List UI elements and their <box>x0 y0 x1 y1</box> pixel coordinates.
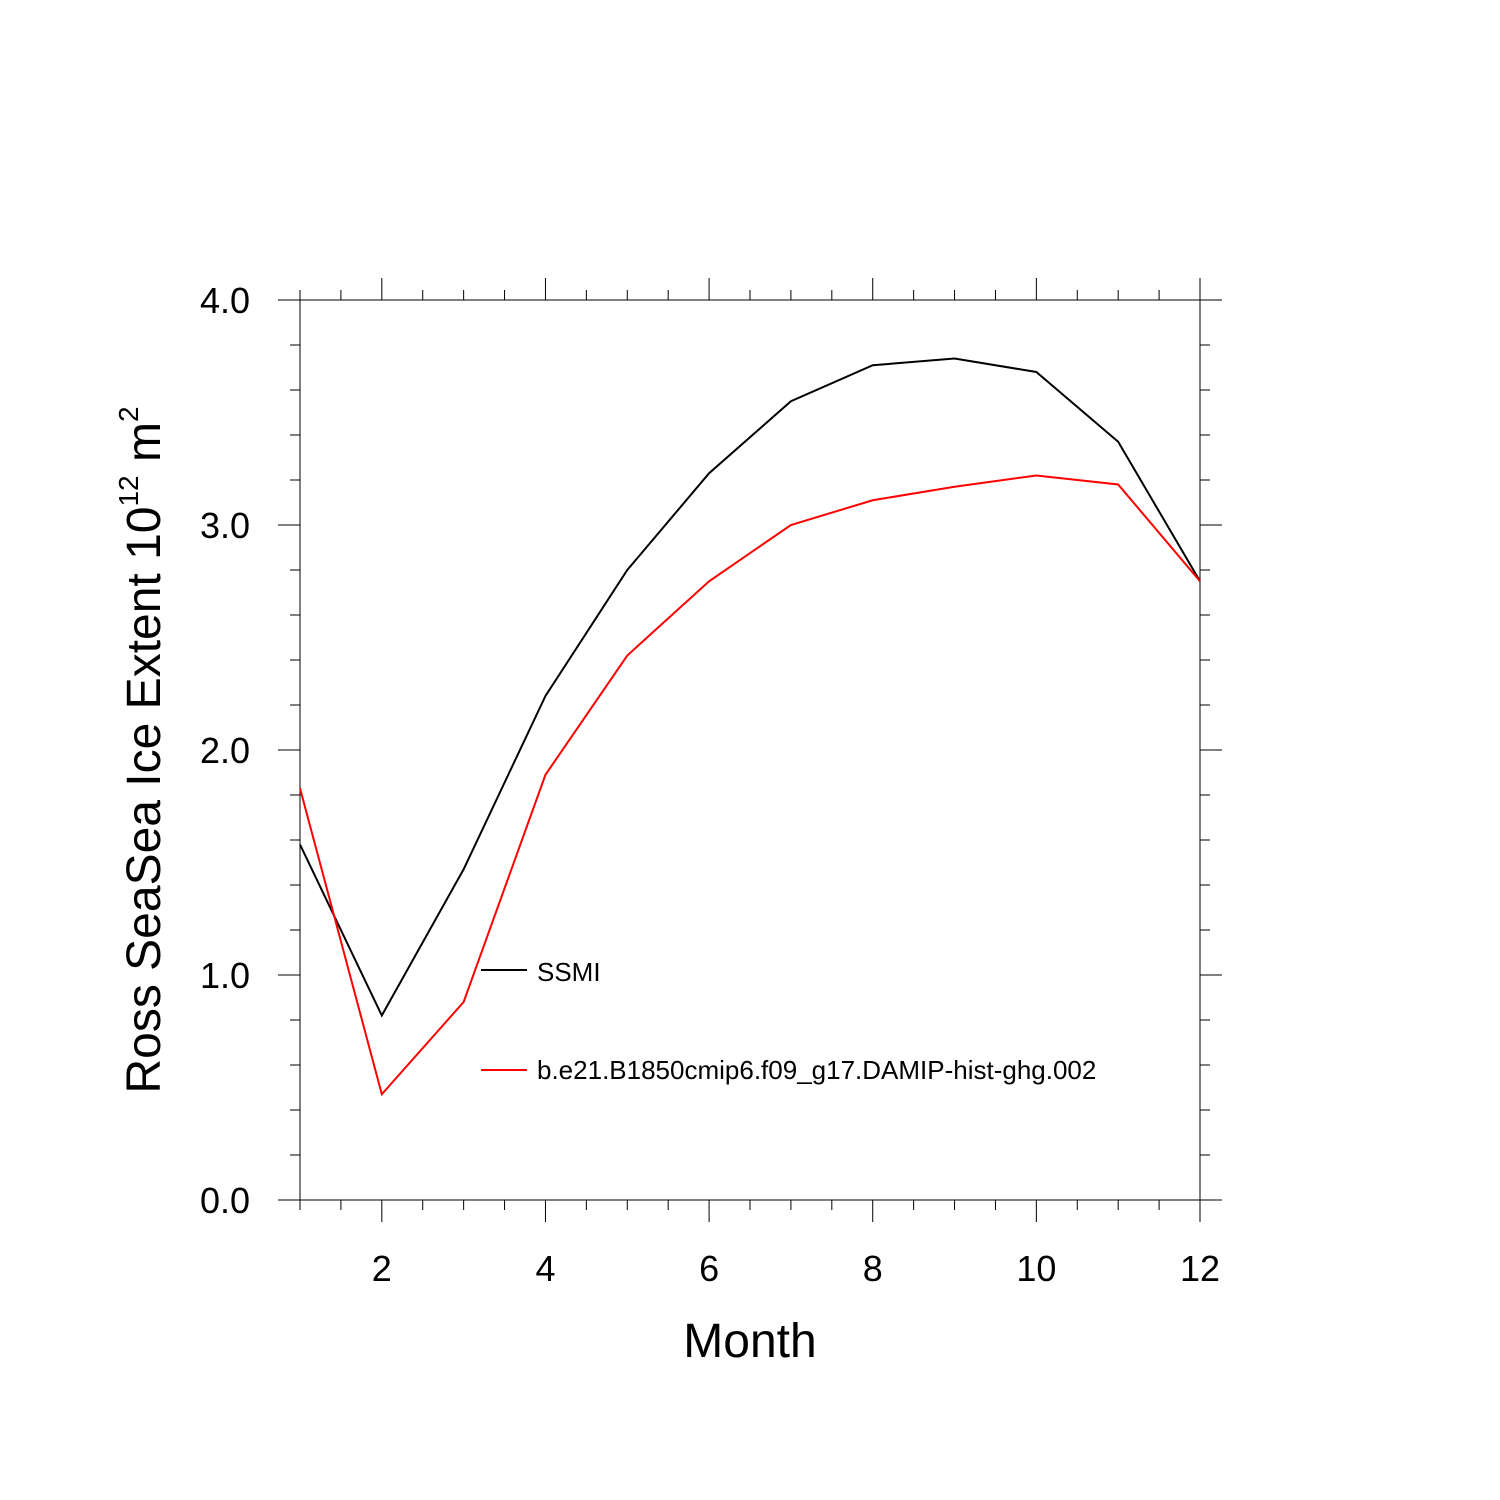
legend-label-ssmi: SSMI <box>537 957 601 987</box>
y-tick-label: 0.0 <box>200 1180 250 1221</box>
series-line-model <box>299 474 1201 1097</box>
series-line-ssmi <box>299 357 1201 1018</box>
x-tick-label: 2 <box>372 1248 392 1289</box>
y-tick-label: 3.0 <box>200 505 250 546</box>
x-tick-label: 4 <box>535 1248 555 1289</box>
plot-frame <box>299 299 1201 1201</box>
x-tick-label: 12 <box>1180 1248 1220 1289</box>
series-lines <box>299 357 1201 1097</box>
x-axis-label: Month <box>683 1315 816 1368</box>
legend: SSMI b.e21.B1850cmip6.f09_g17.DAMIP-hist… <box>481 957 1096 1085</box>
x-tick-labels: 2 4 6 8 10 12 <box>372 1248 1220 1289</box>
y-axis-label-main: Ross SeaSea Ice Extent 10 <box>118 507 171 1094</box>
minor-ticks <box>290 290 1210 1210</box>
y-tick-labels: 0.0 1.0 2.0 3.0 4.0 <box>200 280 250 1221</box>
y-axis-label-unit: m <box>118 422 171 475</box>
x-tick-label: 6 <box>699 1248 719 1289</box>
y-axis-label-exponent: 12 <box>113 475 144 506</box>
x-tick-label: 10 <box>1016 1248 1056 1289</box>
y-axis-label: Ross SeaSea Ice Extent 1012 m2 <box>113 406 171 1093</box>
y-axis-label-unit-exponent: 2 <box>113 406 144 422</box>
major-ticks <box>278 278 1222 1222</box>
y-tick-label: 1.0 <box>200 955 250 996</box>
legend-label-model: b.e21.B1850cmip6.f09_g17.DAMIP-hist-ghg.… <box>537 1055 1096 1085</box>
x-tick-label: 8 <box>863 1248 883 1289</box>
y-tick-label: 2.0 <box>200 730 250 771</box>
y-tick-label: 4.0 <box>200 280 250 321</box>
